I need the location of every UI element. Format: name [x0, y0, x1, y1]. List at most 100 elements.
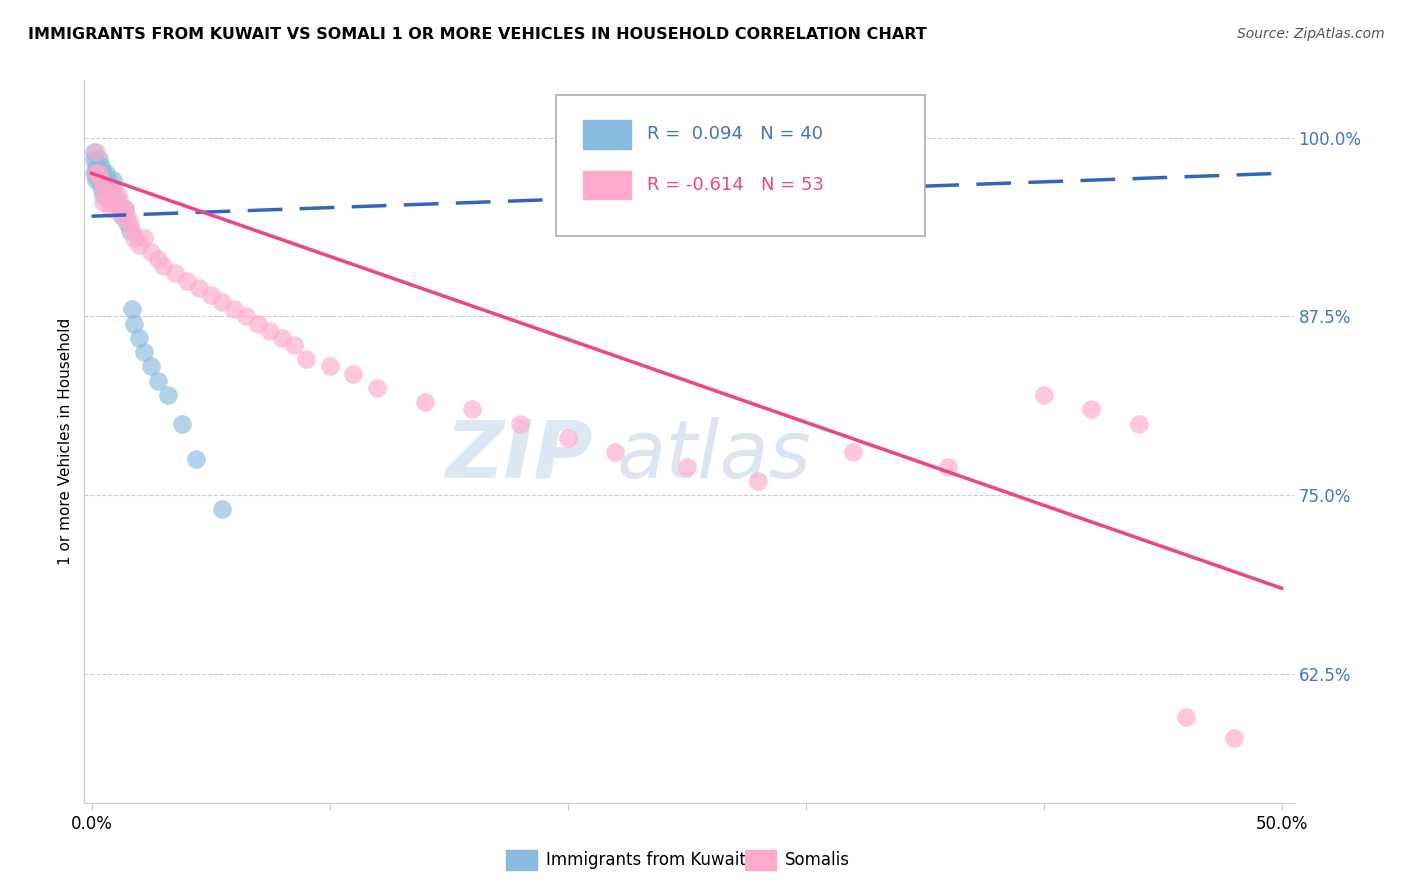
Point — [366, 381, 388, 395]
Point — [118, 223, 141, 237]
Point — [104, 194, 127, 209]
Y-axis label: 1 or more Vehicles in Household: 1 or more Vehicles in Household — [58, 318, 73, 566]
Text: Source: ZipAtlas.com: Source: ZipAtlas.com — [1237, 27, 1385, 41]
Point — [108, 194, 131, 209]
Point — [87, 152, 110, 166]
Point — [97, 187, 120, 202]
Point — [90, 166, 112, 180]
Point — [842, 445, 865, 459]
Point — [1175, 710, 1198, 724]
Point — [146, 252, 169, 266]
Point — [101, 187, 124, 202]
Point — [93, 173, 115, 187]
Point — [93, 166, 115, 180]
Text: ZIP: ZIP — [444, 417, 592, 495]
Point — [90, 159, 112, 173]
Text: IMMIGRANTS FROM KUWAIT VS SOMALI 1 OR MORE VEHICLES IN HOUSEHOLD CORRELATION CHA: IMMIGRANTS FROM KUWAIT VS SOMALI 1 OR MO… — [28, 27, 927, 42]
Point — [84, 166, 107, 180]
Point — [124, 230, 146, 244]
Point — [83, 152, 105, 166]
Point — [90, 180, 112, 194]
Point — [163, 267, 186, 281]
Point — [83, 166, 105, 180]
Point — [1128, 417, 1150, 431]
Point — [94, 166, 117, 180]
Point — [90, 173, 112, 187]
Point — [84, 173, 107, 187]
Text: R =  0.094   N = 40: R = 0.094 N = 40 — [647, 126, 823, 144]
Point — [93, 187, 115, 202]
Point — [1223, 731, 1246, 746]
Point — [509, 417, 531, 431]
Point — [104, 187, 127, 202]
Point — [1032, 388, 1054, 402]
Point — [187, 281, 209, 295]
Point — [115, 216, 138, 230]
Point — [100, 194, 122, 209]
Point — [100, 202, 122, 216]
Point — [132, 230, 155, 244]
Point — [200, 288, 222, 302]
Point — [121, 223, 143, 237]
Point — [100, 180, 122, 194]
Text: atlas: atlas — [616, 417, 811, 495]
Text: Somalis: Somalis — [785, 851, 849, 869]
Point — [170, 417, 193, 431]
Point — [211, 295, 233, 310]
Point — [259, 324, 281, 338]
Point — [247, 317, 270, 331]
Point — [94, 187, 117, 202]
Point — [152, 260, 174, 274]
Point — [118, 216, 141, 230]
Point — [139, 359, 162, 374]
Point — [114, 202, 136, 216]
Point — [132, 345, 155, 359]
Point — [186, 452, 208, 467]
Point — [139, 244, 162, 259]
Point — [271, 331, 294, 345]
Point — [294, 352, 316, 367]
Point — [675, 459, 697, 474]
Point — [211, 502, 233, 516]
Point — [83, 145, 105, 159]
Point — [128, 237, 150, 252]
Point — [342, 367, 364, 381]
Point — [84, 159, 107, 173]
Point — [114, 202, 136, 216]
Point — [605, 445, 627, 459]
Point — [938, 459, 960, 474]
Point — [156, 388, 179, 402]
Point — [176, 274, 198, 288]
Point — [108, 202, 131, 216]
Bar — [582, 170, 631, 200]
Point — [224, 302, 246, 317]
Point — [107, 194, 129, 209]
Point — [115, 209, 138, 223]
Point — [94, 180, 117, 194]
Point — [121, 302, 143, 317]
Point — [111, 209, 134, 223]
Point — [111, 209, 134, 223]
Text: Immigrants from Kuwait: Immigrants from Kuwait — [546, 851, 745, 869]
Point — [87, 166, 110, 180]
Point — [318, 359, 340, 374]
Point — [87, 166, 110, 180]
Point — [87, 173, 110, 187]
Point — [235, 310, 257, 324]
Point — [413, 395, 436, 409]
Point — [101, 173, 124, 187]
Point — [97, 194, 120, 209]
Bar — [582, 120, 631, 149]
Point — [461, 402, 484, 417]
Point — [146, 374, 169, 388]
Point — [93, 180, 115, 194]
Point — [283, 338, 305, 352]
Point — [124, 317, 146, 331]
Point — [747, 474, 769, 488]
Point — [1080, 402, 1102, 417]
FancyBboxPatch shape — [555, 95, 925, 235]
Point — [93, 194, 115, 209]
Point — [84, 145, 107, 159]
Point — [107, 187, 129, 202]
Text: R = -0.614   N = 53: R = -0.614 N = 53 — [647, 176, 824, 194]
